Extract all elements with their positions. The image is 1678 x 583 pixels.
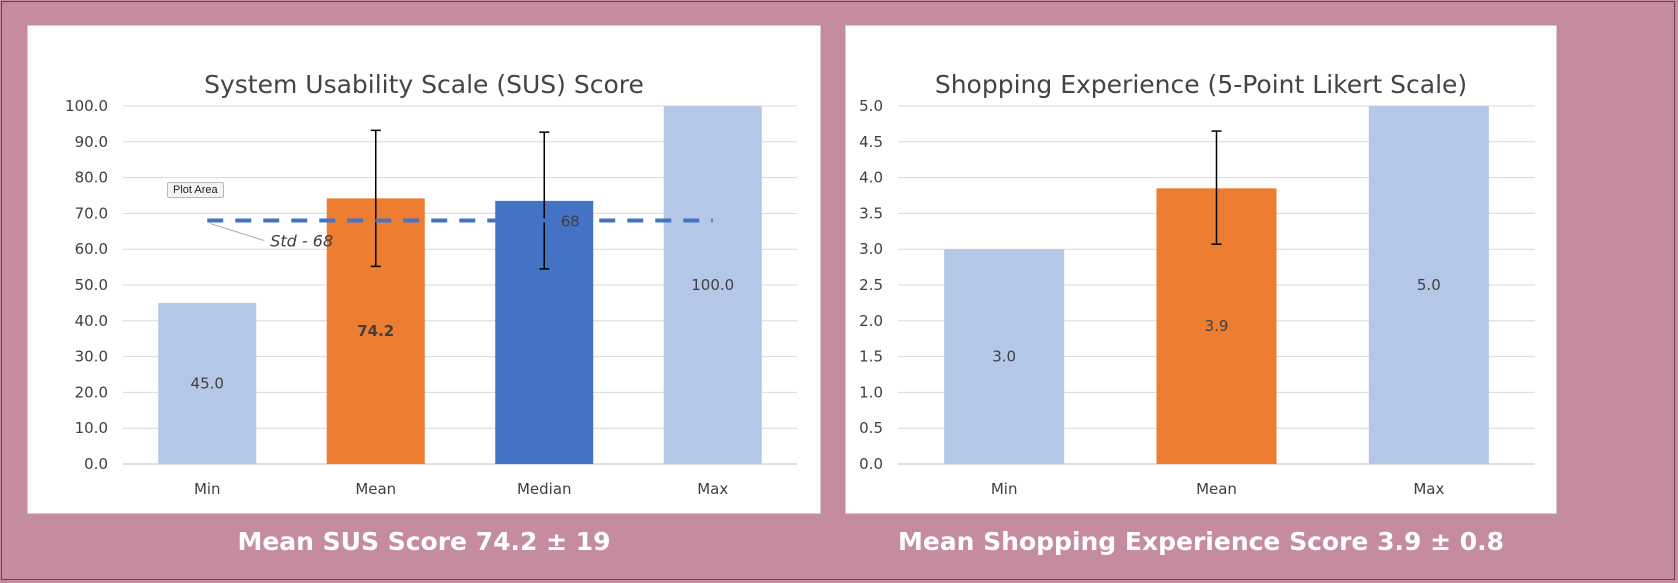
- shopping-xtick-label: Min: [991, 480, 1018, 498]
- shopping-data-label: 3.0: [992, 348, 1016, 366]
- shopping-ytick-label: 4.0: [859, 169, 883, 187]
- sus-chart-svg: 0.0 10.0 20.0 30.0 40.0 50.0 60.0 70.0 80.0 90.0 1…: [65, 97, 797, 498]
- sus-xtick-label: Max: [697, 480, 728, 498]
- sus-data-label: 45.0: [191, 374, 224, 392]
- sus-reference-label: 68: [561, 213, 580, 231]
- shopping-bar-max: [1368, 106, 1489, 464]
- shopping-xtick-label: Max: [1413, 480, 1444, 498]
- sus-annotation: Std - 68: [270, 232, 333, 251]
- sus-ytick-label: 50.0: [75, 276, 108, 294]
- shopping-xtick-label: Mean: [1196, 480, 1237, 498]
- shopping-summary-caption: Mean Shopping Experience Score 3.9 ± 0.8: [897, 527, 1505, 556]
- sus-annotation-leader: [210, 223, 265, 242]
- shopping-ytick-label: 2.0: [859, 312, 883, 330]
- shopping-ytick-label: 4.5: [859, 133, 883, 151]
- shopping-chart-title: Shopping Experience (5-Point Likert Scal…: [934, 70, 1468, 99]
- shopping-ytick-label: 1.5: [859, 348, 883, 366]
- sus-ytick-label: 100.0: [65, 97, 108, 115]
- sus-bar-min: [158, 302, 257, 464]
- plot-area-tooltip: Plot Area: [167, 182, 224, 198]
- sus-ytick-label: 10.0: [75, 419, 108, 437]
- shopping-ytick-label: 0.5: [859, 419, 883, 437]
- shopping-bar-min: [944, 249, 1065, 464]
- sus-xtick-label: Min: [194, 480, 221, 498]
- shopping-ytick-label: 0.0: [859, 455, 883, 473]
- shopping-ytick-label: 2.5: [859, 276, 883, 294]
- shopping-ytick-label: 3.5: [859, 204, 883, 222]
- sus-ytick-label: 0.0: [84, 455, 108, 473]
- sus-ytick-label: 80.0: [75, 169, 108, 187]
- sus-chart-title: System Usability Scale (SUS) Score: [204, 70, 644, 99]
- sus-data-label: 100.0: [691, 276, 734, 294]
- sus-xtick-label: Median: [517, 480, 572, 498]
- sus-ytick-label: 40.0: [75, 312, 108, 330]
- sus-ytick-label: 20.0: [75, 383, 108, 401]
- sus-ytick-label: 70.0: [75, 204, 108, 222]
- sus-ytick-label: 60.0: [75, 240, 108, 258]
- sus-bar-max: [663, 106, 762, 464]
- shopping-data-label: 5.0: [1417, 276, 1441, 294]
- shopping-chart-svg: 0.0 0.5 1.0 1.5 2.0 2.5 3.0 3.5 4.0 4.5 5.0 Min 3.0 M…: [859, 97, 1535, 498]
- sus-xtick-label: Mean: [355, 480, 396, 498]
- sus-ytick-label: 90.0: [75, 133, 108, 151]
- shopping-data-label: 3.9: [1205, 317, 1229, 335]
- sus-ytick-label: 30.0: [75, 348, 108, 366]
- sus-chart-panel[interactable]: System Usability Scale (SUS) Score 0.0 10…: [27, 25, 821, 514]
- shopping-ytick-label: 5.0: [859, 97, 883, 115]
- sus-summary-caption: Mean SUS Score 74.2 ± 19: [237, 527, 611, 556]
- sus-data-label: 74.2: [357, 322, 394, 340]
- shopping-chart-panel[interactable]: Shopping Experience (5-Point Likert Scal…: [845, 25, 1557, 514]
- shopping-ytick-label: 1.0: [859, 383, 883, 401]
- shopping-ytick-label: 3.0: [859, 240, 883, 258]
